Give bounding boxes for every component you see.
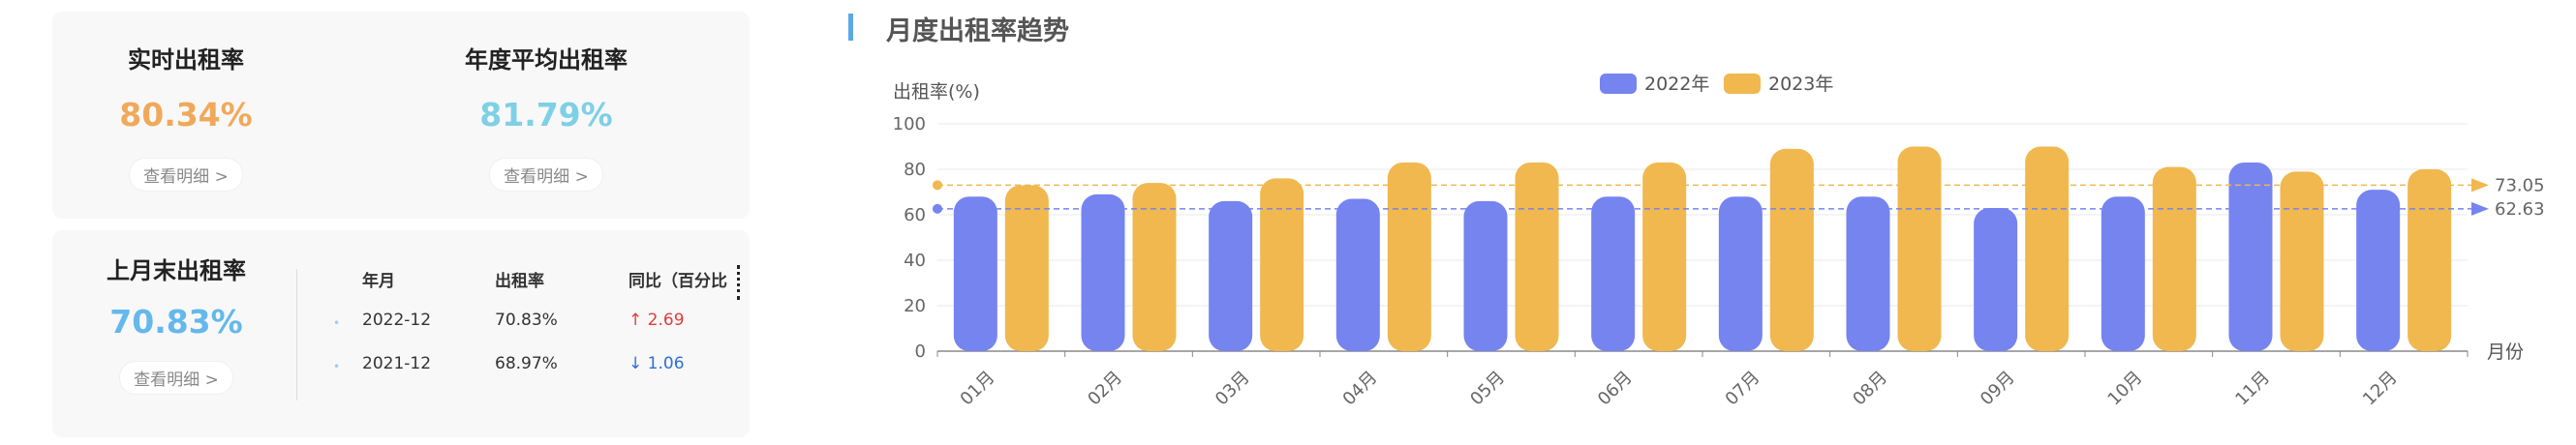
y-axis-label: 出租率(%) xyxy=(893,81,980,103)
y-tick-label: 80 xyxy=(904,160,926,180)
bar-2023[interactable] xyxy=(1897,146,1942,352)
bar-2023[interactable] xyxy=(1004,185,1049,351)
bar-2023[interactable] xyxy=(2152,166,2196,351)
last-month-metric: 上月末出租率 70.83% 查看明细 > xyxy=(79,252,273,394)
arrow-down-icon: ↓ xyxy=(629,354,643,373)
section-title-accent xyxy=(848,14,853,41)
bar-2022[interactable] xyxy=(2228,162,2273,351)
legend-swatch[interactable] xyxy=(1600,74,1637,94)
average-line-arrow-icon xyxy=(2471,178,2489,193)
x-axis-label: 月份 xyxy=(2487,341,2524,363)
row-month: 2022-12 xyxy=(362,311,432,330)
x-tick-label: 04月 xyxy=(1339,368,1382,410)
bar-2022[interactable] xyxy=(1718,196,1763,351)
arrow-up-icon: ↑ xyxy=(629,311,643,330)
row-rate: 68.97% xyxy=(495,354,558,373)
legend-label[interactable]: 2022年 xyxy=(1644,74,1709,95)
row-yoy: ↑ 2.69 xyxy=(629,311,685,330)
header-yoy: 同比（百分比 xyxy=(629,272,727,291)
vertical-divider xyxy=(296,269,297,400)
bar-2022[interactable] xyxy=(1974,207,2018,351)
realtime-label: 实时出租率 xyxy=(128,46,244,74)
x-tick-label: 06月 xyxy=(1594,368,1637,410)
last-month-value: 70.83% xyxy=(109,303,243,341)
table-row: • 2021-12 68.97% ↓ 1.06 xyxy=(333,354,740,398)
bar-2023[interactable] xyxy=(1260,178,1304,351)
yoy-value: 1.06 xyxy=(647,354,685,373)
y-tick-label: 0 xyxy=(915,341,926,362)
bar-2023[interactable] xyxy=(1515,162,1559,351)
x-tick-label: 12月 xyxy=(2359,368,2402,410)
y-tick-label: 20 xyxy=(904,296,926,316)
row-rate: 70.83% xyxy=(495,311,558,330)
table-row: • 2022-12 70.83% ↑ 2.69 xyxy=(333,311,740,354)
legend-swatch[interactable] xyxy=(1724,74,1761,94)
row-dot-icon: • xyxy=(333,360,341,373)
row-month: 2021-12 xyxy=(362,354,432,373)
header-month: 年月 xyxy=(362,272,395,291)
yoy-value: 2.69 xyxy=(647,311,685,330)
annual-metric: 年度平均出租率 81.79% 查看明细 > xyxy=(401,41,691,191)
annual-detail-button[interactable]: 查看明细 > xyxy=(490,159,602,191)
bar-2022[interactable] xyxy=(1463,200,1508,351)
bar-2022[interactable] xyxy=(2101,196,2145,351)
bar-2022[interactable] xyxy=(1209,200,1253,351)
x-tick-label: 05月 xyxy=(1466,368,1509,410)
legend-label[interactable]: 2023年 xyxy=(1768,74,1833,95)
last-month-detail-button[interactable]: 查看明细 > xyxy=(120,362,232,394)
row-yoy: ↓ 1.06 xyxy=(629,354,685,373)
column-resize-handle[interactable] xyxy=(737,265,747,300)
bar-2023[interactable] xyxy=(1769,148,1814,351)
last-month-label: 上月末出租率 xyxy=(107,257,246,284)
chart-section-title: 月度出租率趋势 xyxy=(886,16,1069,46)
average-line-arrow-icon xyxy=(2471,201,2489,216)
y-tick-label: 60 xyxy=(904,205,926,225)
realtime-value: 80.34% xyxy=(119,96,253,134)
x-tick-label: 01月 xyxy=(957,368,999,410)
x-tick-label: 09月 xyxy=(1977,368,2019,410)
table-header-row: 年月 出租率 同比（百分比 xyxy=(333,265,740,311)
x-tick-label: 11月 xyxy=(2231,368,2274,410)
bar-2023[interactable] xyxy=(2407,169,2452,351)
y-tick-label: 40 xyxy=(904,251,926,271)
y-tick-label: 100 xyxy=(893,114,926,134)
x-tick-label: 10月 xyxy=(2104,368,2147,410)
annual-value: 81.79% xyxy=(479,96,613,134)
realtime-metric: 实时出租率 80.34% 查看明细 > xyxy=(89,41,283,191)
row-dot-icon: • xyxy=(333,316,341,330)
bar-2022[interactable] xyxy=(953,196,997,351)
bar-2022[interactable] xyxy=(2356,190,2401,351)
bar-2022[interactable] xyxy=(1335,198,1380,351)
average-line-label: 73.05 xyxy=(2495,175,2545,195)
bar-2023[interactable] xyxy=(2280,171,2324,351)
yoy-table: 年月 出租率 同比（百分比 • 2022-12 70.83% ↑ 2.69 • … xyxy=(333,265,740,398)
bar-2022[interactable] xyxy=(1591,196,1636,351)
x-tick-label: 03月 xyxy=(1211,368,1254,410)
header-rate: 出租率 xyxy=(495,272,544,291)
last-month-card: 上月末出租率 70.83% 查看明细 > 年月 出租率 同比（百分比 • 202… xyxy=(52,230,750,437)
bar-2023[interactable] xyxy=(1642,162,1687,351)
overview-card: 实时出租率 80.34% 查看明细 > 年度平均出租率 81.79% 查看明细 … xyxy=(52,12,750,219)
bar-2022[interactable] xyxy=(1846,196,1890,351)
x-tick-label: 08月 xyxy=(1849,368,1891,410)
bar-2022[interactable] xyxy=(1081,193,1125,351)
bar-2023[interactable] xyxy=(1387,162,1431,351)
x-tick-label: 02月 xyxy=(1084,368,1126,410)
bar-2023[interactable] xyxy=(1132,183,1177,351)
average-line-label: 62.63 xyxy=(2495,199,2545,220)
bar-2023[interactable] xyxy=(2025,146,2070,352)
realtime-detail-button[interactable]: 查看明细 > xyxy=(130,159,242,191)
annual-label: 年度平均出租率 xyxy=(465,46,628,74)
x-tick-label: 07月 xyxy=(1722,368,1764,410)
